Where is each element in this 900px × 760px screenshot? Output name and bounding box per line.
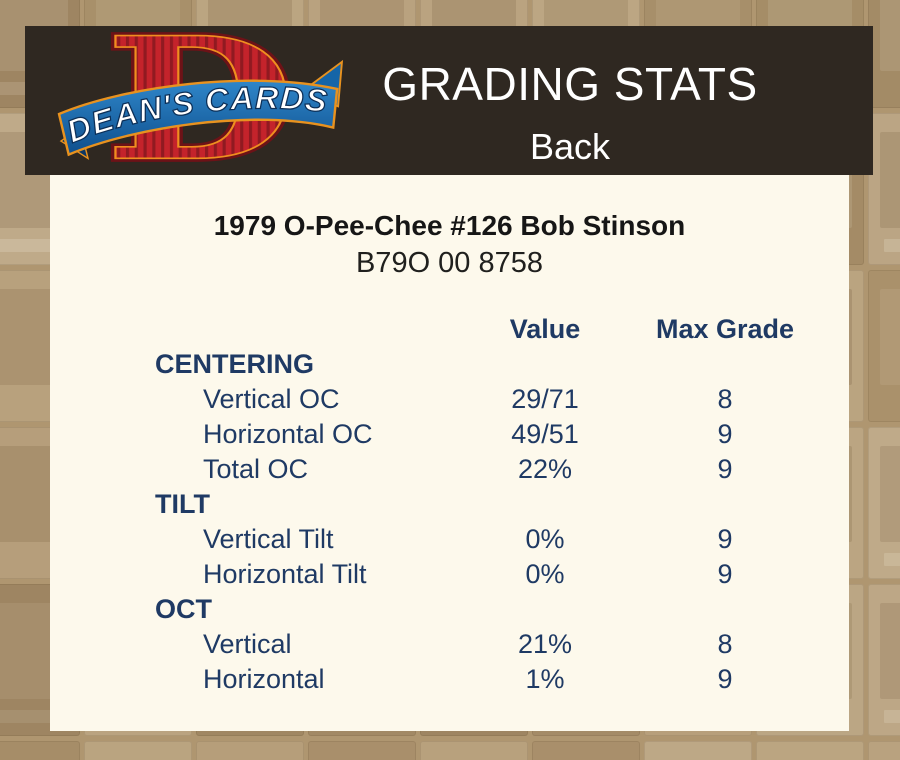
table-header-row: Value Max Grade [50, 312, 849, 347]
banner-ribbon [57, 79, 339, 157]
section-row: CENTERING [50, 347, 849, 382]
card-serial: B79O 00 8758 [355, 247, 544, 279]
collage-card [532, 741, 640, 760]
stat-row: Total OC 22% 9 [50, 452, 849, 487]
deans-cards-logo: D D DEAN'S CARDS [57, 0, 344, 202]
stat-row: Vertical 21% 8 [50, 627, 849, 662]
header-bar: D D DEAN'S CARDS GRADING STATS Back [25, 0, 873, 202]
section-label: TILT [155, 489, 210, 519]
page-title: GRADING STATS [382, 58, 758, 110]
stat-label: Horizontal [203, 664, 325, 694]
section-label: CENTERING [155, 349, 315, 379]
collage-card-caption [0, 709, 65, 723]
collage-card-caption [883, 709, 900, 723]
collage-card [756, 741, 864, 760]
collage-card [868, 113, 900, 265]
stat-label: Horizontal Tilt [203, 559, 367, 589]
collage-card [0, 741, 80, 760]
stat-value: 21% [517, 629, 573, 659]
stat-max-grade: 9 [717, 559, 733, 589]
collage-card [868, 584, 900, 736]
stat-row: Vertical Tilt 0% 9 [50, 522, 849, 557]
section-row: TILT [50, 487, 849, 522]
collage-card-photo [879, 0, 900, 71]
stat-label: Vertical [203, 629, 292, 659]
stat-max-grade: 8 [717, 629, 733, 659]
header-title-block: GRADING STATS Back [305, 26, 835, 167]
stat-label: Vertical Tilt [203, 524, 334, 554]
column-header-max-grade: Max Grade [655, 314, 795, 344]
grading-table: Value Max Grade CENTERING Vertical OC 29/7… [50, 312, 849, 697]
collage-card [868, 427, 900, 579]
card-title: 1979 O-Pee-Chee #126 Bob Stinson [213, 210, 686, 241]
stat-label: Total OC [203, 454, 309, 484]
collage-card-photo [879, 289, 900, 385]
stat-max-grade: 9 [717, 454, 733, 484]
stat-value: 0% [525, 524, 565, 554]
stat-value: 29/71 [511, 384, 579, 414]
stat-value: 1% [525, 664, 565, 694]
collage-card-caption [0, 238, 65, 252]
collage-card-photo [879, 132, 900, 228]
content-panel: 1979 O-Pee-Chee #126 Bob Stinson B79O 00… [50, 175, 849, 731]
column-header-value: Value [509, 314, 581, 344]
stat-label: Vertical OC [203, 384, 340, 414]
stat-row: Horizontal Tilt 0% 9 [50, 557, 849, 592]
section-row: OCT [50, 592, 849, 627]
collage-card-caption [883, 552, 900, 566]
collage-card [308, 741, 416, 760]
stat-value: 0% [525, 559, 565, 589]
collage-card [84, 741, 192, 760]
collage-card [868, 270, 900, 422]
collage-card [420, 741, 528, 760]
section-label: OCT [155, 594, 212, 624]
stat-max-grade: 9 [717, 419, 733, 449]
stat-row: Vertical OC 29/71 8 [50, 382, 849, 417]
stat-row: Horizontal OC 49/51 9 [50, 417, 849, 452]
collage-card [644, 741, 752, 760]
stat-value: 49/51 [511, 419, 579, 449]
stat-max-grade: 9 [717, 664, 733, 694]
collage-card [868, 741, 900, 760]
stat-row: Horizontal 1% 9 [50, 662, 849, 697]
stat-max-grade: 9 [717, 524, 733, 554]
collage-card-photo [879, 603, 900, 699]
collage-card-photo [879, 446, 900, 542]
collage-card [196, 741, 304, 760]
stat-value: 22% [517, 454, 573, 484]
page-subtitle: Back [529, 126, 611, 167]
collage-card-caption [883, 238, 900, 252]
stat-label: Horizontal OC [203, 419, 373, 449]
stat-max-grade: 8 [717, 384, 733, 414]
